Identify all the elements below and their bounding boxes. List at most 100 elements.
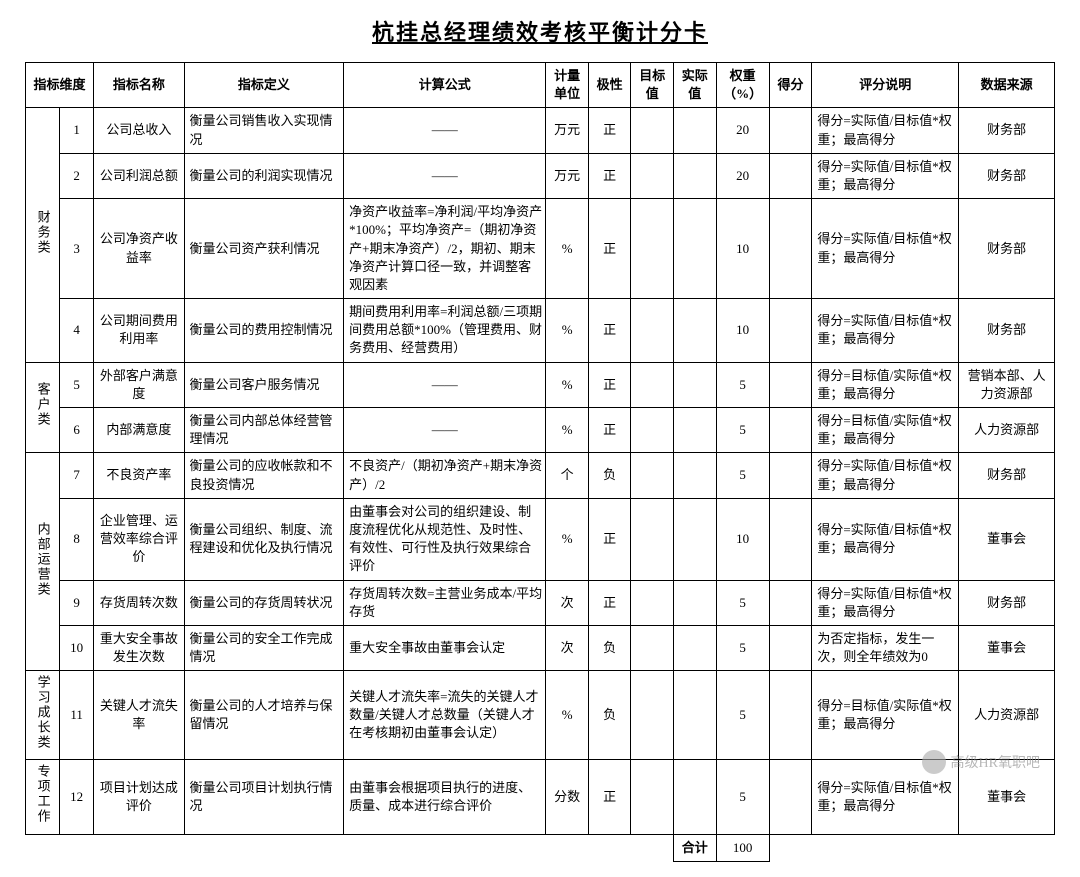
score-cell — [769, 760, 812, 834]
target-cell — [631, 199, 674, 299]
empty-cell — [769, 834, 812, 861]
scorecard-table: 指标维度 指标名称 指标定义 计算公式 计量单位 极性 目标值 实际值 权重（%… — [25, 62, 1055, 862]
weight-cell: 5 — [716, 408, 769, 453]
def-cell: 衡量公司的人才培养与保留情况 — [184, 671, 344, 760]
polar-cell: 正 — [588, 408, 631, 453]
source-cell: 董事会 — [959, 498, 1055, 580]
polar-cell: 负 — [588, 453, 631, 498]
target-cell — [631, 498, 674, 580]
actual-cell — [674, 199, 717, 299]
empty-cell — [26, 834, 94, 861]
explain-cell: 为否定指标，发生一次，则全年绩效为0 — [812, 625, 959, 670]
formula-cell: 不良资产/（期初净资产+期末净资产）/2 — [344, 453, 546, 498]
explain-cell: 得分=实际值/目标值*权重；最高得分 — [812, 199, 959, 299]
empty-cell — [546, 834, 589, 861]
score-cell — [769, 408, 812, 453]
unit-cell: 分数 — [546, 760, 589, 834]
formula-cell: —— — [344, 153, 546, 198]
table-row: 财务类 1 公司总收入 衡量公司销售收入实现情况 —— 万元 正 20 得分=实… — [26, 108, 1055, 153]
th-def: 指标定义 — [184, 63, 344, 108]
polar-cell: 正 — [588, 362, 631, 407]
def-cell: 衡量公司资产获利情况 — [184, 199, 344, 299]
dim-cell: 专项工作 — [26, 760, 60, 834]
polar-cell: 正 — [588, 498, 631, 580]
explain-cell: 得分=实际值/目标值*权重；最高得分 — [812, 580, 959, 625]
empty-cell — [94, 834, 184, 861]
unit-cell: % — [546, 199, 589, 299]
explain-cell: 得分=实际值/目标值*权重；最高得分 — [812, 453, 959, 498]
actual-cell — [674, 108, 717, 153]
empty-cell — [344, 834, 546, 861]
unit-cell: % — [546, 299, 589, 363]
formula-cell: —— — [344, 408, 546, 453]
target-cell — [631, 625, 674, 670]
table-row: 9 存货周转次数 衡量公司的存货周转状况 存货周转次数=主营业务成本/平均存货 … — [26, 580, 1055, 625]
def-cell: 衡量公司组织、制度、流程建设和优化及执行情况 — [184, 498, 344, 580]
def-cell: 衡量公司内部总体经营管理情况 — [184, 408, 344, 453]
weight-cell: 20 — [716, 108, 769, 153]
def-cell: 衡量公司的存货周转状况 — [184, 580, 344, 625]
total-value: 100 — [716, 834, 769, 861]
idx-cell: 2 — [60, 153, 94, 198]
source-cell: 营销本部、人力资源部 — [959, 362, 1055, 407]
th-dimension: 指标维度 — [26, 63, 94, 108]
def-cell: 衡量公司的费用控制情况 — [184, 299, 344, 363]
empty-cell — [812, 834, 959, 861]
def-cell: 衡量公司客户服务情况 — [184, 362, 344, 407]
th-score: 得分 — [769, 63, 812, 108]
explain-cell: 得分=目标值/实际值*权重；最高得分 — [812, 408, 959, 453]
watermark-text: 高级HR氧职吧 — [951, 752, 1040, 772]
source-cell: 财务部 — [959, 108, 1055, 153]
actual-cell — [674, 408, 717, 453]
actual-cell — [674, 671, 717, 760]
weight-cell: 10 — [716, 199, 769, 299]
table-row: 8 企业管理、运营效率综合评价 衡量公司组织、制度、流程建设和优化及执行情况 由… — [26, 498, 1055, 580]
unit-cell: % — [546, 671, 589, 760]
table-row: 学习成长类 11 关键人才流失率 衡量公司的人才培养与保留情况 关键人才流失率=… — [26, 671, 1055, 760]
target-cell — [631, 408, 674, 453]
table-row: 专项工作 12 项目计划达成评价 衡量公司项目计划执行情况 由董事会根据项目执行… — [26, 760, 1055, 834]
table-row: 内部运营类 7 不良资产率 衡量公司的应收帐款和不良投资情况 不良资产/（期初净… — [26, 453, 1055, 498]
target-cell — [631, 671, 674, 760]
weight-cell: 5 — [716, 671, 769, 760]
polar-cell: 负 — [588, 625, 631, 670]
idx-cell: 6 — [60, 408, 94, 453]
actual-cell — [674, 453, 717, 498]
polar-cell: 负 — [588, 671, 631, 760]
score-cell — [769, 199, 812, 299]
actual-cell — [674, 498, 717, 580]
formula-cell: 净资产收益率=净利润/平均净资产*100%；平均净资产=（期初净资产+期末净资产… — [344, 199, 546, 299]
explain-cell: 得分=实际值/目标值*权重；最高得分 — [812, 498, 959, 580]
idx-cell: 8 — [60, 498, 94, 580]
formula-cell: 期间费用利用率=利润总额/三项期间费用总额*100%（管理费用、财务费用、经营费… — [344, 299, 546, 363]
formula-cell: 由董事会对公司的组织建设、制度流程优化从规范性、及时性、有效性、可行性及执行效果… — [344, 498, 546, 580]
source-cell: 人力资源部 — [959, 671, 1055, 760]
target-cell — [631, 153, 674, 198]
table-row: 6 内部满意度 衡量公司内部总体经营管理情况 —— % 正 5 得分=目标值/实… — [26, 408, 1055, 453]
score-cell — [769, 362, 812, 407]
table-row: 3 公司净资产收益率 衡量公司资产获利情况 净资产收益率=净利润/平均净资产*1… — [26, 199, 1055, 299]
target-cell — [631, 453, 674, 498]
source-cell: 财务部 — [959, 199, 1055, 299]
header-row: 指标维度 指标名称 指标定义 计算公式 计量单位 极性 目标值 实际值 权重（%… — [26, 63, 1055, 108]
actual-cell — [674, 362, 717, 407]
polar-cell: 正 — [588, 153, 631, 198]
polar-cell: 正 — [588, 580, 631, 625]
idx-cell: 9 — [60, 580, 94, 625]
score-cell — [769, 108, 812, 153]
th-polar: 极性 — [588, 63, 631, 108]
score-cell — [769, 453, 812, 498]
th-name: 指标名称 — [94, 63, 184, 108]
def-cell: 衡量公司的应收帐款和不良投资情况 — [184, 453, 344, 498]
score-cell — [769, 299, 812, 363]
dim-cell: 内部运营类 — [26, 453, 60, 671]
idx-cell: 11 — [60, 671, 94, 760]
name-cell: 公司总收入 — [94, 108, 184, 153]
table-row: 客户类 5 外部客户满意度 衡量公司客户服务情况 —— % 正 5 得分=目标值… — [26, 362, 1055, 407]
source-cell: 财务部 — [959, 153, 1055, 198]
th-formula: 计算公式 — [344, 63, 546, 108]
empty-cell — [588, 834, 631, 861]
name-cell: 公司利润总额 — [94, 153, 184, 198]
def-cell: 衡量公司的利润实现情况 — [184, 153, 344, 198]
source-cell: 财务部 — [959, 580, 1055, 625]
